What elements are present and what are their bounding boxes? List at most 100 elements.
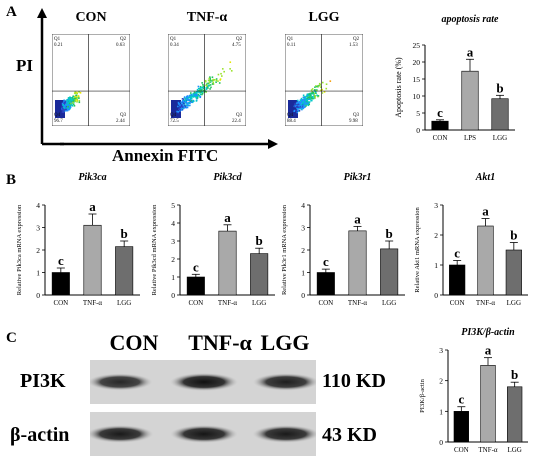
bar-chart: Pik3ca Relative Pik3ca mRNA expression 0 1 2… <box>16 172 140 307</box>
flow-event-dot <box>200 89 203 92</box>
flow-event-dot <box>308 103 311 106</box>
flow-event-dot <box>298 100 301 103</box>
flow-event-dot <box>230 70 233 72</box>
flow-event-dot <box>65 110 67 112</box>
flow-quadrant-label: 0.11 <box>287 43 296 48</box>
flow-event-dot <box>229 61 232 63</box>
chart-bar <box>51 272 70 296</box>
flow-event-dot <box>191 101 194 104</box>
flow-event-dot <box>199 88 201 91</box>
flow-event-dot <box>68 97 70 100</box>
flow-quadrant-label: 0.34 <box>170 43 179 48</box>
flow-event-dot <box>329 80 332 82</box>
flow-event-dot <box>229 68 231 70</box>
chart-category-label: CON <box>450 299 465 307</box>
chart-bar <box>431 120 449 131</box>
flow-event-dot <box>62 102 65 105</box>
flow-event-dot <box>186 104 189 107</box>
flow-quadrant-label: Q3 <box>353 113 360 118</box>
flow-quadrant-label: 1.53 <box>349 43 358 48</box>
flow-core-dark <box>171 100 181 118</box>
flow-event-dot <box>201 92 204 95</box>
flow-event-dot <box>199 93 202 96</box>
blot-size-actin: 43 KD <box>322 424 377 446</box>
chart-title: Pik3ca <box>78 172 106 183</box>
chart-y-label: Relative Akt1 mRNA expression <box>414 207 421 293</box>
flow-event-dot <box>71 98 74 101</box>
flow-event-dot <box>320 86 322 88</box>
flow-event-dot <box>311 91 314 93</box>
flow-event-dot <box>188 102 191 104</box>
flow-event-dot <box>205 83 208 86</box>
flow-event-dot <box>64 101 66 104</box>
flow-event-dot <box>314 91 317 93</box>
flow-event-dot <box>199 91 202 93</box>
flow-event-dot <box>209 76 211 78</box>
flow-event-dot <box>211 83 214 85</box>
flow-event-dot <box>207 85 210 87</box>
chart-tick-label: 5 <box>171 201 175 210</box>
flow-event-dot <box>316 94 318 97</box>
flow-core-dark <box>288 100 298 118</box>
flow-event-dot <box>205 84 207 87</box>
flow-event-dot <box>221 75 223 77</box>
flow-event-dot <box>62 111 65 114</box>
flow-event-dot <box>207 87 209 89</box>
chart-category-label: LPS <box>464 134 476 142</box>
flow-event-dot <box>212 81 215 84</box>
flow-event-dot <box>190 94 193 96</box>
flow-event-dot <box>69 96 71 99</box>
flow-event-dot <box>313 92 316 95</box>
flow-event-dot <box>211 80 213 82</box>
flow-quadrant-label: Q2 <box>353 37 360 42</box>
flow-event-dot <box>69 106 71 109</box>
chart-significance-letter: c <box>454 246 460 261</box>
flow-event-dot <box>183 102 186 105</box>
chart-tick-label: 3 <box>171 237 175 246</box>
flow-event-dot <box>63 101 65 103</box>
chart-significance-letter: b <box>510 228 517 243</box>
flow-event-dot <box>313 94 315 97</box>
flow-event-dot <box>65 101 67 104</box>
flow-event-dot <box>177 108 180 110</box>
flow-event-dot <box>195 97 198 100</box>
flow-event-dot <box>182 98 185 101</box>
flow-event-dot <box>77 95 80 97</box>
flow-event-dot <box>311 95 314 98</box>
flow-quadrant-label: 2.44 <box>116 119 125 124</box>
flow-quadrant-label: Q1 <box>170 37 177 42</box>
flow-event-dot <box>306 93 309 96</box>
flow-event-dot <box>76 96 78 99</box>
flow-event-dot <box>181 108 184 111</box>
flow-event-dot <box>187 96 189 98</box>
flow-event-dot <box>180 101 183 104</box>
flow-event-dot <box>72 100 75 103</box>
flow-event-dot <box>309 94 312 97</box>
flow-event-dot <box>310 96 312 98</box>
chart-title: apoptosis rate <box>442 14 500 25</box>
chart-bar <box>250 253 269 296</box>
flow-event-dot <box>177 111 180 114</box>
flow-event-dot <box>72 99 74 102</box>
flow-event-dot <box>296 111 299 114</box>
flow-event-dot <box>183 106 185 108</box>
flow-event-dot <box>63 106 65 109</box>
flow-event-dot <box>186 95 189 97</box>
flow-event-dot <box>319 84 322 86</box>
blot-protein-actin: β-actin <box>10 424 70 446</box>
flow-event-dot <box>223 70 225 73</box>
chart-significance-letter: c <box>323 254 329 269</box>
bar-chart: Akt1 Relative Akt1 mRNA expression 0 1 2 3 c CO… <box>414 172 528 307</box>
flow-event-dot <box>67 108 69 111</box>
flow-quadrant-label: 0.21 <box>54 43 63 48</box>
flow-event-dot <box>195 91 198 93</box>
chart-y-label: Relative Pik3cd mRNA expression <box>151 204 158 296</box>
flow-event-dot <box>185 106 187 109</box>
flow-event-dot <box>302 94 305 97</box>
flow-event-dot <box>76 92 79 95</box>
chart-category-label: LGG <box>507 299 521 307</box>
flow-event-dot <box>66 107 69 110</box>
flow-event-dot <box>199 85 202 88</box>
flow-event-dot <box>177 105 179 108</box>
